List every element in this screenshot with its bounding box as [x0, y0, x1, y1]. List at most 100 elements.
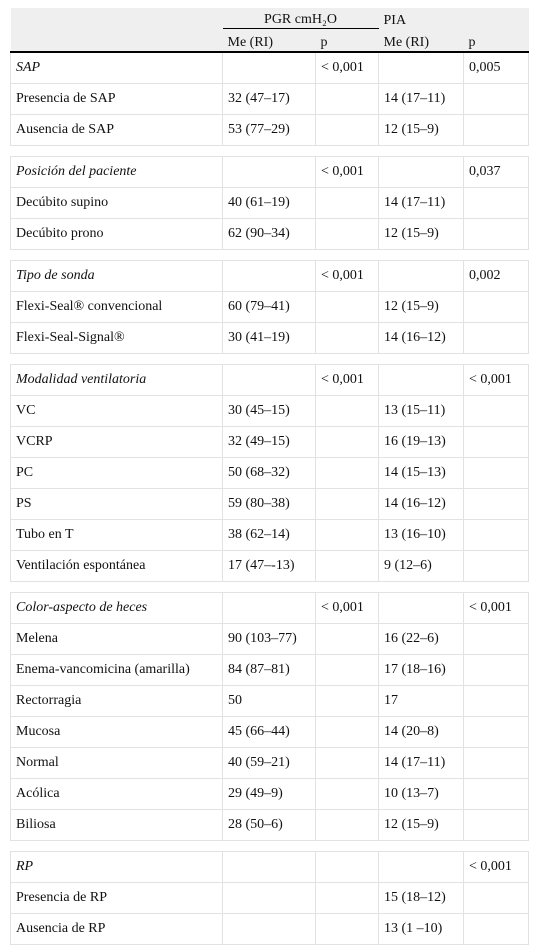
data-row: PC 50 (68–32) 14 (15–13) — [10, 457, 530, 489]
cell — [314, 685, 380, 717]
group-row: Modalidad ventilatoria < 0,001 < 0,001 — [10, 364, 530, 396]
p-value: < 0,001 — [463, 592, 530, 624]
p-value: < 0,001 — [314, 51, 380, 84]
me-pia: 13 (15–11) — [378, 395, 465, 427]
cell — [314, 187, 380, 219]
row-label: Flexi-Seal-Signal® — [10, 322, 223, 354]
header-p: p — [315, 28, 379, 53]
spacer-cell — [10, 249, 529, 261]
header-me: Me (RI) — [222, 28, 316, 53]
me-pgr: 90 (103–77) — [222, 623, 316, 655]
me-pia: 17 (18–16) — [378, 654, 465, 686]
row-label: VC — [10, 395, 223, 427]
cell — [463, 488, 530, 520]
me-pgr: 32 (49–15) — [222, 426, 316, 458]
row-label: Enema-vancomicina (amarilla) — [10, 654, 223, 686]
me-pia: 16 (19–13) — [378, 426, 465, 458]
row-label: Presencia de SAP — [10, 83, 223, 115]
row-label: Ausencia de SAP — [10, 114, 223, 146]
p-value: < 0,001 — [314, 260, 380, 292]
me-pgr: 38 (62–14) — [222, 519, 316, 551]
cell — [314, 291, 380, 323]
spacer-row — [10, 840, 529, 852]
cell — [222, 260, 316, 292]
me-pgr: 32 (47–17) — [222, 83, 316, 115]
me-pgr: 45 (66–44) — [222, 716, 316, 748]
data-row: Decúbito supino 40 (61–19) 14 (17–11) — [10, 187, 530, 219]
cell — [463, 322, 530, 354]
me-pia: 16 (22–6) — [378, 623, 465, 655]
row-label: VCRP — [10, 426, 223, 458]
me-pgr: 28 (50–6) — [222, 809, 316, 841]
me-pia: 14 (15–13) — [378, 457, 465, 489]
row-label: Flexi-Seal® convencional — [10, 291, 223, 323]
header-pia: PIA — [383, 12, 407, 28]
me-pia: 15 (18–12) — [378, 882, 465, 914]
cell — [314, 426, 380, 458]
cell — [463, 83, 530, 115]
cell — [463, 426, 530, 458]
me-pgr: 40 (59–21) — [222, 747, 316, 779]
table-header: PGR cmH₂O PIA Me (RI) p Me (RI) p — [10, 8, 529, 53]
me-pgr: 84 (87–81) — [222, 654, 316, 686]
data-row: Tubo en T 38 (62–14) 13 (16–10) — [10, 519, 530, 551]
header-me: Me (RI) — [378, 28, 464, 53]
me-pgr: 40 (61–19) — [222, 187, 316, 219]
p-value: < 0,001 — [463, 364, 530, 396]
cell — [314, 83, 380, 115]
header-pgr: PGR cmH₂O — [222, 8, 379, 29]
spacer-row — [10, 581, 529, 593]
me-pgr: 29 (49–9) — [222, 778, 316, 810]
row-label: Normal — [10, 747, 223, 779]
spacer-cell — [10, 145, 529, 157]
row-label: Rectorragia — [10, 685, 223, 717]
data-row: Acólica 29 (49–9) 10 (13–7) — [10, 778, 530, 810]
cell — [314, 913, 380, 945]
cell — [314, 114, 380, 146]
cell — [314, 882, 380, 914]
cell — [314, 716, 380, 748]
group-title: Color-aspecto de heces — [10, 592, 223, 624]
cell — [463, 913, 530, 945]
cell — [378, 51, 465, 84]
cell — [463, 716, 530, 748]
results-table: PGR cmH₂O PIA Me (RI) p Me (RI) p SAP < 0… — [10, 8, 530, 945]
cell — [314, 488, 380, 520]
cell — [314, 519, 380, 551]
row-label: PC — [10, 457, 223, 489]
group-title: Posición del paciente — [10, 156, 223, 188]
me-pgr: 50 (68–32) — [222, 457, 316, 489]
me-pgr — [222, 882, 316, 914]
data-row: Ausencia de RP 13 (1 –10) — [10, 913, 530, 945]
cell — [463, 747, 530, 779]
cell — [463, 623, 530, 655]
me-pgr: 17 (47–-13) — [222, 550, 316, 582]
row-label: Decúbito prono — [10, 218, 223, 250]
me-pgr: 50 — [222, 685, 316, 717]
cell — [222, 364, 316, 396]
spacer-cell — [10, 353, 529, 365]
row-label: Ausencia de RP — [10, 913, 223, 945]
p-value — [314, 851, 380, 883]
data-row: Presencia de SAP 32 (47–17) 14 (17–11) — [10, 83, 530, 115]
header-p: p — [463, 28, 529, 53]
cell — [222, 51, 316, 84]
cell — [314, 322, 380, 354]
data-row: Melena 90 (103–77) 16 (22–6) — [10, 623, 530, 655]
cell — [463, 291, 530, 323]
cell — [222, 156, 316, 188]
data-row: Decúbito prono 62 (90–34) 12 (15–9) — [10, 218, 530, 250]
data-row: Flexi-Seal® convencional 60 (79–41) 12 (15… — [10, 291, 530, 323]
me-pia: 17 — [378, 685, 465, 717]
table-body: SAP < 0,001 0,005 Presencia de SAP 32 (47–17… — [10, 51, 530, 945]
group-row: Color-aspecto de heces < 0,001 < 0,001 — [10, 592, 530, 624]
cell — [463, 519, 530, 551]
cell — [314, 809, 380, 841]
cell — [463, 114, 530, 146]
cell — [463, 882, 530, 914]
me-pgr — [222, 913, 316, 945]
cell — [463, 218, 530, 250]
cell — [378, 260, 465, 292]
data-row: PS 59 (80–38) 14 (16–12) — [10, 488, 530, 520]
cell — [463, 457, 530, 489]
